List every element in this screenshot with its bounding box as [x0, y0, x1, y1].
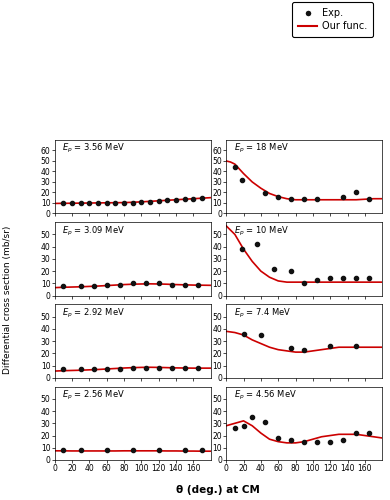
Point [262, 418, 268, 426]
Point [366, 274, 372, 282]
Point [181, 446, 188, 454]
Point [288, 267, 294, 275]
Point [90, 365, 97, 373]
Point [60, 199, 66, 207]
Point [147, 198, 153, 206]
Point [78, 282, 84, 290]
Point [199, 446, 205, 454]
Point [327, 274, 333, 282]
Text: $E_p$ = 2.56 MeV: $E_p$ = 2.56 MeV [62, 389, 125, 402]
Point [262, 190, 268, 198]
Point [340, 192, 346, 200]
Point [232, 164, 238, 172]
Point [301, 194, 307, 202]
Point [164, 196, 170, 204]
Point [327, 342, 333, 350]
Point [353, 188, 359, 196]
Point [117, 365, 123, 373]
Point [129, 446, 136, 454]
Point [314, 438, 320, 446]
Point [103, 280, 110, 288]
Point [275, 192, 281, 200]
Point [168, 364, 175, 372]
Point [239, 176, 245, 184]
Text: $E_p$ = 4.56 MeV: $E_p$ = 4.56 MeV [234, 389, 297, 402]
Text: $E_p$ = 18 MeV: $E_p$ = 18 MeV [234, 142, 289, 156]
Point [353, 429, 359, 437]
Point [301, 346, 307, 354]
Point [86, 199, 92, 207]
Point [103, 446, 110, 454]
Point [173, 196, 179, 204]
Point [258, 331, 264, 339]
Point [156, 364, 162, 372]
Text: $E_p$ = 2.92 MeV: $E_p$ = 2.92 MeV [62, 306, 125, 320]
Point [288, 194, 294, 202]
Point [156, 280, 162, 287]
Text: $E_p$ = 7.4 MeV: $E_p$ = 7.4 MeV [234, 306, 292, 320]
Point [103, 199, 110, 207]
Point [78, 199, 84, 207]
Point [271, 264, 277, 272]
Point [314, 276, 320, 283]
Point [301, 280, 307, 287]
Text: $E_p$ = 3.09 MeV: $E_p$ = 3.09 MeV [62, 224, 125, 237]
Point [353, 274, 359, 282]
Point [340, 436, 346, 444]
Point [117, 280, 123, 288]
Point [301, 438, 307, 446]
Point [181, 364, 188, 372]
Point [90, 282, 97, 290]
Point [142, 280, 149, 287]
Point [199, 194, 205, 202]
Text: $E_p$ = 3.56 MeV: $E_p$ = 3.56 MeV [62, 142, 125, 156]
Point [195, 364, 201, 372]
Point [181, 194, 188, 202]
Point [78, 446, 84, 454]
Point [353, 342, 359, 350]
Point [327, 438, 333, 446]
Point [129, 280, 136, 287]
Point [288, 436, 294, 444]
Point [156, 197, 162, 205]
Point [190, 194, 197, 202]
Text: Differential cross section (mb/sr): Differential cross section (mb/sr) [3, 226, 12, 374]
Point [366, 194, 372, 202]
Point [60, 365, 66, 373]
Legend: Exp., Our func.: Exp., Our func. [292, 2, 374, 37]
Point [129, 199, 136, 207]
Point [138, 198, 144, 206]
Point [314, 194, 320, 202]
Point [142, 364, 149, 372]
Point [168, 280, 175, 288]
Text: θ (deg.) at CM: θ (deg.) at CM [176, 485, 261, 495]
Point [195, 280, 201, 288]
Point [69, 199, 75, 207]
Point [340, 274, 346, 282]
Point [181, 280, 188, 288]
Text: $E_p$ = 10 MeV: $E_p$ = 10 MeV [234, 224, 289, 237]
Point [288, 344, 294, 352]
Point [103, 365, 110, 373]
Point [60, 446, 66, 454]
Point [112, 199, 119, 207]
Point [366, 429, 372, 437]
Point [129, 364, 136, 372]
Point [249, 413, 255, 421]
Point [254, 240, 260, 248]
Point [239, 245, 245, 253]
Point [240, 330, 246, 338]
Point [60, 282, 66, 290]
Point [275, 434, 281, 442]
Point [240, 422, 246, 430]
Point [232, 424, 238, 432]
Point [78, 365, 84, 373]
Point [95, 199, 101, 207]
Point [121, 199, 127, 207]
Point [156, 446, 162, 454]
